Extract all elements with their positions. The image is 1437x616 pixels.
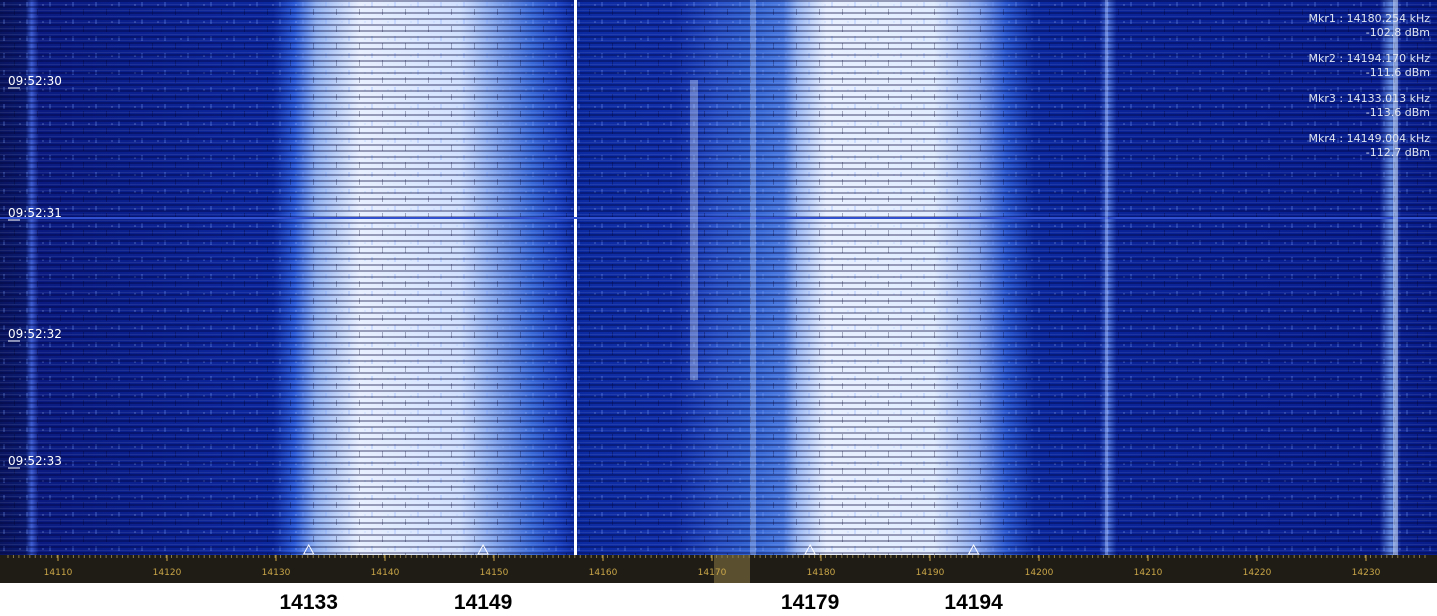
annotation-strip — [0, 583, 1437, 616]
frequency-label: 14110 — [44, 568, 73, 578]
passband — [714, 555, 750, 583]
frequency-label: 14150 — [480, 568, 509, 578]
time-divider — [0, 217, 1437, 219]
marker-triangle — [302, 543, 315, 555]
signal-trace — [750, 0, 756, 555]
marker-triangle — [967, 543, 980, 555]
marker-level: -112.7 dBm — [1366, 146, 1430, 159]
signal-trace — [1105, 0, 1108, 555]
frequency-label: 14180 — [807, 568, 836, 578]
annotation-label: 14194 — [944, 591, 1003, 614]
frequency-label: 14230 — [1352, 568, 1381, 578]
signal-trace — [1393, 0, 1398, 555]
marker-frequency: Mkr4 : 14149.004 kHz — [1309, 132, 1431, 145]
marker-triangle — [477, 543, 489, 555]
tuning-line — [574, 0, 577, 555]
marker-triangle — [804, 543, 816, 555]
frequency-label: 14190 — [916, 568, 945, 578]
frequency-label: 14170 — [698, 568, 727, 578]
time-label: 09:52:32 — [8, 327, 62, 341]
frequency-label: 14200 — [1025, 568, 1054, 578]
marker-frequency: Mkr1 : 14180.254 kHz — [1309, 12, 1431, 25]
marker-frequency: Mkr3 : 14133.013 kHz — [1309, 92, 1431, 105]
frequency-label: 14160 — [589, 568, 618, 578]
marker-level: -113.6 dBm — [1366, 106, 1430, 119]
time-label: 09:52:31 — [8, 206, 62, 220]
frequency-label: 14130 — [262, 568, 291, 578]
marker-level: -102.8 dBm — [1366, 26, 1430, 39]
frequency-label: 14140 — [371, 568, 400, 578]
frequency-label: 14210 — [1134, 568, 1163, 578]
annotation-label: 14179 — [781, 591, 839, 614]
annotation-label: 14149 — [454, 591, 512, 614]
time-label: 09:52:33 — [8, 454, 62, 468]
marker-level: -111.6 dBm — [1366, 66, 1430, 79]
frequency-label: 14220 — [1243, 568, 1272, 578]
frequency-label: 14120 — [153, 568, 182, 578]
marker-frequency: Mkr2 : 14194.170 kHz — [1309, 52, 1431, 65]
signal-trace — [690, 80, 698, 380]
waterfall-stripes — [0, 0, 1437, 555]
annotation-label: 14133 — [279, 591, 337, 614]
time-label: 09:52:30 — [8, 74, 62, 88]
